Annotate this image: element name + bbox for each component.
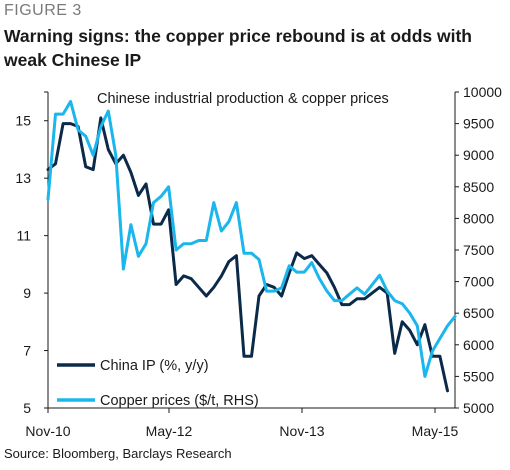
y-left-tick-label: 11 xyxy=(16,228,31,244)
y-right-tick-label: 6500 xyxy=(463,305,494,321)
figure-title: Warning signs: the copper price rebound … xyxy=(4,26,472,70)
x-tick-label: May-12 xyxy=(146,423,193,439)
x-tick-label: May-15 xyxy=(412,423,459,439)
y-right-tick-label: 8000 xyxy=(463,210,494,226)
y-right-tick-label: 8500 xyxy=(463,179,494,195)
y-left-tick-label: 7 xyxy=(23,343,31,359)
series-line-china-ip xyxy=(46,116,449,393)
y-left-tick-label: 15 xyxy=(15,113,31,129)
y-left-tick-label: 13 xyxy=(15,170,31,186)
x-tick-label: Nov-13 xyxy=(279,423,324,439)
y-right-tick-label: 5500 xyxy=(463,368,494,384)
y-left-tick-label: 9 xyxy=(23,285,31,301)
chart-axes: 5 7 9 11 13 15 5000 5500 6000 6500 7000 7500 8000 850… xyxy=(15,84,502,439)
figure-label: FIGURE 3 xyxy=(4,2,82,19)
y-right-tick-label: 5000 xyxy=(463,400,494,416)
x-tick-label: Nov-10 xyxy=(25,423,70,439)
y-left-tick-label: 5 xyxy=(23,400,31,416)
source-note: Source: Bloomberg, Barclays Research xyxy=(4,446,232,461)
legend-label: China IP (%, y/y) xyxy=(100,358,209,374)
y-right-tick-label: 7000 xyxy=(463,274,494,290)
chart-legend: China IP (%, y/y) Copper prices ($/t, RHS… xyxy=(57,358,259,409)
y-right-tick-label: 9500 xyxy=(463,116,494,132)
series-line-copper-price xyxy=(46,100,457,378)
y-right-tick-label: 7500 xyxy=(463,242,494,258)
y-right-tick-label: 9000 xyxy=(463,147,494,163)
y-right-tick-label: 10000 xyxy=(463,84,502,100)
legend-label: Copper prices ($/t, RHS) xyxy=(100,393,259,409)
y-right-tick-label: 6000 xyxy=(463,337,494,353)
chart-lines xyxy=(46,100,457,393)
chart-title: Chinese industrial production & copper p… xyxy=(97,91,389,107)
